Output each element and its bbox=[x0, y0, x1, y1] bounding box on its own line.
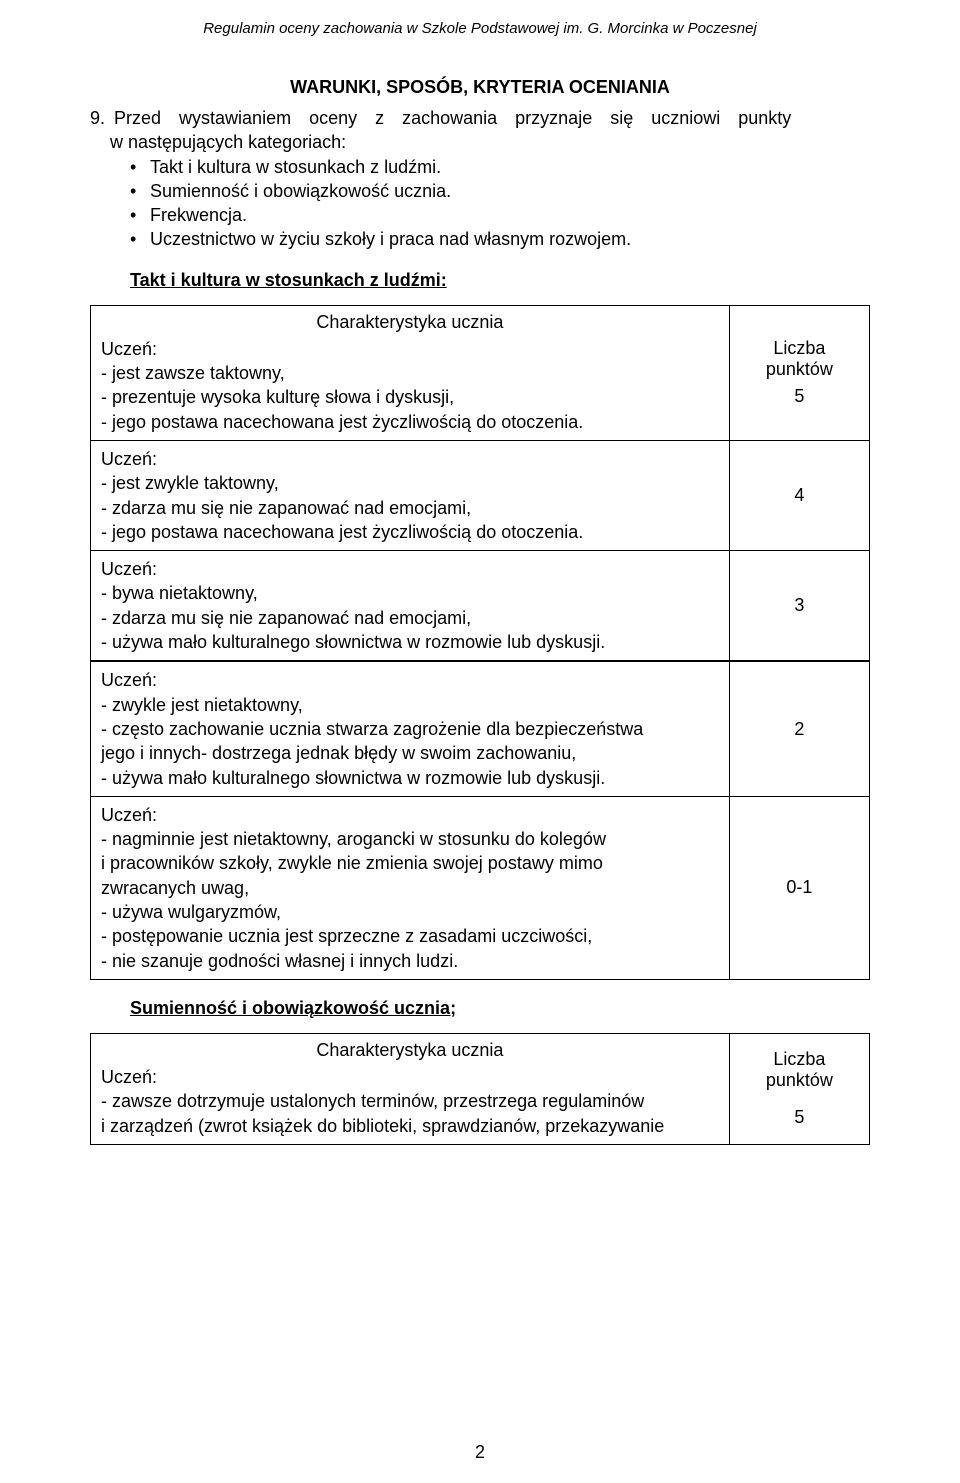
table-cell-points: Liczba punktów 5 bbox=[729, 305, 869, 440]
cell-line: - jest zawsze taktowny, bbox=[101, 363, 285, 383]
cell-line: i zarządzeń (zwrot książek do biblioteki… bbox=[101, 1116, 664, 1136]
table-cell-description: Charakterystyka ucznia Uczeń: - jest zaw… bbox=[91, 305, 730, 440]
cell-line: Uczeń: bbox=[101, 559, 157, 579]
characteristic-label: Charakterystyka ucznia bbox=[101, 1040, 719, 1061]
cell-line: zwracanych uwag, bbox=[101, 878, 249, 898]
points-value: 5 bbox=[740, 386, 859, 407]
table-cell-points: 2 bbox=[729, 661, 869, 796]
cell-line: - używa mało kulturalnego słownictwa w r… bbox=[101, 768, 605, 788]
list-item: Frekwencja. bbox=[90, 203, 870, 227]
cell-line: - nie szanuje godności własnej i innych … bbox=[101, 951, 458, 971]
characteristic-label: Charakterystyka ucznia bbox=[101, 312, 719, 333]
table-cell-description: Charakterystyka ucznia Uczeń: - zawsze d… bbox=[91, 1033, 730, 1144]
table-row: Uczeń: - nagminnie jest nietaktowny, aro… bbox=[91, 796, 870, 979]
list-item: Uczestnictwo w życiu szkoły i praca nad … bbox=[90, 227, 870, 251]
main-title: WARUNKI, SPOSÓB, KRYTERIA OCENIANIA bbox=[90, 77, 870, 98]
cell-line: - jego postawa nacechowana jest życzliwo… bbox=[101, 412, 583, 432]
table-cell-description: Uczeń: - nagminnie jest nietaktowny, aro… bbox=[91, 796, 730, 979]
table-cell-points: 3 bbox=[729, 551, 869, 662]
cell-line: jego i innych- dostrzega jednak błędy w … bbox=[101, 743, 576, 763]
intro-paragraph: 9. Przed wystawianiem oceny z zachowania… bbox=[90, 106, 870, 155]
page-number: 2 bbox=[0, 1442, 960, 1463]
table-cell-points: 4 bbox=[729, 440, 869, 550]
cell-line: Uczeń: bbox=[101, 449, 157, 469]
points-header-line: Liczba bbox=[740, 338, 859, 359]
cell-line: - zdarza mu się nie zapanować nad emocja… bbox=[101, 608, 471, 628]
table-row: Uczeń: - zwykle jest nietaktowny, - częs… bbox=[91, 661, 870, 796]
cell-line: - nagminnie jest nietaktowny, arogancki … bbox=[101, 829, 606, 849]
cell-line: - prezentuje wysoka kulturę słowa i dysk… bbox=[101, 387, 454, 407]
cell-line: - zawsze dotrzymuje ustalonych terminów,… bbox=[101, 1091, 644, 1111]
cell-line: - używa wulgaryzmów, bbox=[101, 902, 281, 922]
table-diligence: Charakterystyka ucznia Uczeń: - zawsze d… bbox=[90, 1033, 870, 1145]
points-header-line: Liczba bbox=[740, 1049, 859, 1070]
document-page: Regulamin oceny zachowania w Szkole Pods… bbox=[0, 0, 960, 1483]
table-tact: Charakterystyka ucznia Uczeń: - jest zaw… bbox=[90, 305, 870, 980]
table-row: Uczeń: - jest zwykle taktowny, - zdarza … bbox=[91, 440, 870, 550]
intro-line-2: w następujących kategoriach: bbox=[90, 132, 346, 152]
cell-line: - bywa nietaktowny, bbox=[101, 583, 258, 603]
table-cell-points: Liczba punktów 5 bbox=[729, 1033, 869, 1144]
cell-line: Uczeń: bbox=[101, 339, 157, 359]
page-header: Regulamin oceny zachowania w Szkole Pods… bbox=[90, 20, 870, 37]
list-item: Takt i kultura w stosunkach z ludźmi. bbox=[90, 155, 870, 179]
cell-line: - często zachowanie ucznia stwarza zagro… bbox=[101, 719, 643, 739]
cell-line: - jego postawa nacechowana jest życzliwo… bbox=[101, 522, 583, 542]
cell-line: Uczeń: bbox=[101, 805, 157, 825]
table-row: Uczeń: - bywa nietaktowny, - zdarza mu s… bbox=[91, 551, 870, 662]
cell-line: - postępowanie ucznia jest sprzeczne z z… bbox=[101, 926, 592, 946]
cell-line: Uczeń: bbox=[101, 1067, 157, 1087]
points-value: 5 bbox=[740, 1107, 859, 1128]
cell-line: - jest zwykle taktowny, bbox=[101, 473, 279, 493]
cell-line: - używa mało kulturalnego słownictwa w r… bbox=[101, 632, 605, 652]
table-row: Charakterystyka ucznia Uczeń: - jest zaw… bbox=[91, 305, 870, 440]
cell-line: i pracowników szkoły, zwykle nie zmienia… bbox=[101, 853, 603, 873]
intro-line-1: 9. Przed wystawianiem oceny z zachowania… bbox=[90, 108, 791, 128]
cell-line: - zdarza mu się nie zapanować nad emocja… bbox=[101, 498, 471, 518]
section-heading-tact: Takt i kultura w stosunkach z ludźmi: bbox=[130, 270, 870, 291]
category-list: Takt i kultura w stosunkach z ludźmi. Su… bbox=[90, 155, 870, 252]
table-cell-description: Uczeń: - bywa nietaktowny, - zdarza mu s… bbox=[91, 551, 730, 662]
table-cell-description: Uczeń: - zwykle jest nietaktowny, - częs… bbox=[91, 661, 730, 796]
table-cell-points: 0-1 bbox=[729, 796, 869, 979]
list-item: Sumienność i obowiązkowość ucznia. bbox=[90, 179, 870, 203]
table-row: Charakterystyka ucznia Uczeń: - zawsze d… bbox=[91, 1033, 870, 1144]
points-header-line: punktów bbox=[740, 1070, 859, 1091]
points-header-line: punktów bbox=[740, 359, 859, 380]
cell-line: - zwykle jest nietaktowny, bbox=[101, 695, 303, 715]
cell-line: Uczeń: bbox=[101, 670, 157, 690]
section-heading-diligence: Sumienność i obowiązkowość ucznia; bbox=[130, 998, 870, 1019]
table-cell-description: Uczeń: - jest zwykle taktowny, - zdarza … bbox=[91, 440, 730, 550]
